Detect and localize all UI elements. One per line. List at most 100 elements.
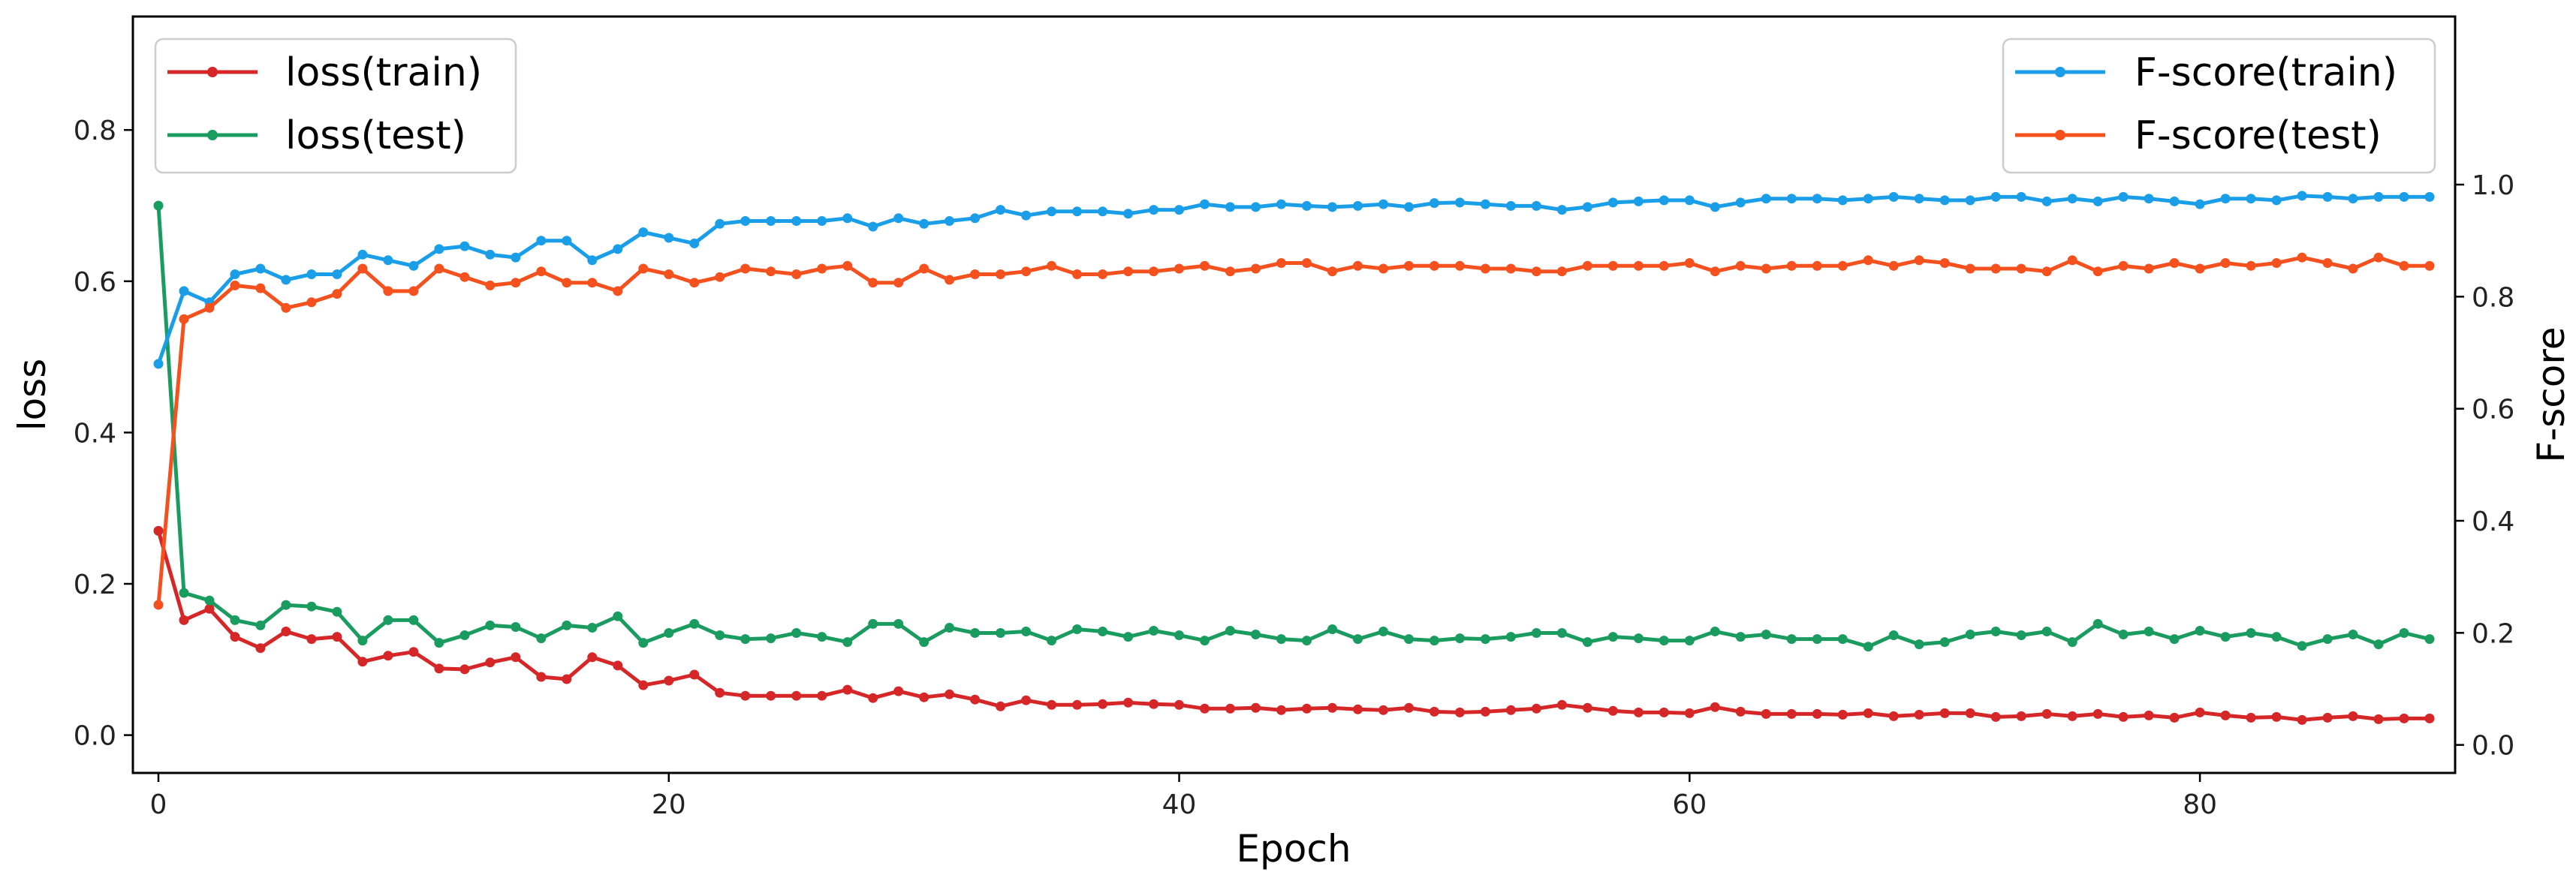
data-point-f-score-test bbox=[2348, 263, 2358, 274]
legend-left: loss(train) loss(test) bbox=[154, 38, 517, 174]
legend-marker-fscore-test bbox=[2055, 130, 2065, 140]
data-point-f-score-test bbox=[1761, 263, 1771, 274]
x-tick-label: 0 bbox=[150, 789, 167, 820]
data-point-f-score-train bbox=[179, 286, 189, 296]
data-point-f-score-test bbox=[1454, 260, 1465, 271]
left-tick-label: 0.2 bbox=[74, 570, 116, 600]
data-point-f-score-train bbox=[153, 359, 164, 369]
data-point-loss-test bbox=[1965, 630, 1975, 639]
data-point-f-score-test bbox=[2246, 260, 2256, 271]
data-point-loss-train bbox=[2348, 711, 2358, 721]
data-point-loss-train bbox=[2041, 708, 2052, 719]
data-point-loss-test bbox=[408, 615, 419, 625]
legend-item-fscore-test: F-score(test) bbox=[2015, 113, 2382, 158]
data-point-f-score-test bbox=[715, 272, 725, 282]
data-point-f-score-train bbox=[383, 255, 393, 266]
data-point-loss-test bbox=[1556, 628, 1567, 638]
data-point-f-score-train bbox=[2271, 195, 2282, 206]
x-tick-label: 80 bbox=[2183, 789, 2217, 820]
data-point-loss-test bbox=[383, 615, 393, 625]
right-tick-label: 0.0 bbox=[2472, 731, 2514, 762]
data-point-loss-train bbox=[357, 657, 368, 667]
data-point-loss-test bbox=[970, 628, 981, 638]
data-point-f-score-train bbox=[970, 213, 981, 224]
data-point-f-score-test bbox=[153, 600, 164, 610]
data-point-loss-test bbox=[1251, 630, 1261, 639]
data-point-loss-test bbox=[2195, 626, 2205, 636]
data-point-f-score-train bbox=[332, 269, 342, 279]
data-point-f-score-test bbox=[1174, 263, 1184, 274]
data-point-loss-train bbox=[1556, 699, 1567, 710]
data-point-f-score-test bbox=[1607, 260, 1618, 271]
data-point-loss-test bbox=[1761, 630, 1771, 639]
data-point-loss-test bbox=[1225, 626, 1235, 636]
data-point-f-score-train bbox=[1123, 209, 1134, 219]
data-point-loss-train bbox=[2118, 711, 2129, 722]
data-point-loss-test bbox=[587, 623, 598, 633]
data-point-loss-train bbox=[1684, 708, 1695, 718]
data-point-f-score-test bbox=[945, 275, 955, 285]
data-point-f-score-train bbox=[408, 260, 419, 271]
data-point-f-score-test bbox=[1123, 266, 1134, 277]
data-point-f-score-train bbox=[1659, 195, 1669, 206]
data-point-f-score-train bbox=[2092, 196, 2103, 206]
data-point-loss-test bbox=[1990, 627, 2001, 636]
data-point-f-score-test bbox=[2220, 258, 2231, 268]
data-point-f-score-test bbox=[255, 283, 266, 293]
legend-right: F-score(train) F-score(test) bbox=[2002, 38, 2436, 174]
data-point-loss-test bbox=[1863, 642, 1873, 652]
data-point-f-score-train bbox=[1556, 205, 1567, 215]
data-point-loss-test bbox=[2092, 618, 2103, 629]
data-point-loss-train bbox=[2169, 712, 2180, 723]
legend-label-loss-train: loss(train) bbox=[285, 50, 482, 95]
data-point-f-score-train bbox=[1914, 194, 1924, 204]
data-point-f-score-train bbox=[1633, 196, 1644, 206]
data-point-f-score-test bbox=[1531, 266, 1541, 277]
data-point-f-score-train bbox=[638, 227, 649, 237]
data-point-f-score-test bbox=[1582, 260, 1592, 271]
y-axis-left-label: loss bbox=[11, 359, 54, 431]
data-point-loss-test bbox=[536, 633, 547, 644]
data-point-loss-test bbox=[1404, 634, 1414, 645]
data-point-f-score-train bbox=[919, 218, 929, 229]
data-point-f-score-train bbox=[1863, 194, 1873, 204]
data-point-loss-test bbox=[740, 634, 751, 645]
data-point-f-score-test bbox=[1480, 263, 1490, 274]
data-point-f-score-test bbox=[1659, 260, 1669, 271]
data-point-f-score-train bbox=[868, 221, 878, 232]
data-point-f-score-train bbox=[255, 263, 266, 274]
data-point-loss-train bbox=[1225, 703, 1235, 714]
data-point-loss-train bbox=[1021, 695, 1032, 705]
data-point-loss-test bbox=[2041, 627, 2052, 636]
data-point-f-score-train bbox=[1454, 197, 1465, 208]
data-point-f-score-test bbox=[613, 286, 623, 296]
x-tick-label: 40 bbox=[1162, 789, 1197, 820]
data-point-loss-test bbox=[1327, 624, 1337, 634]
data-point-loss-train bbox=[1174, 699, 1184, 710]
data-point-loss-test bbox=[1200, 636, 1210, 646]
data-point-f-score-test bbox=[1021, 266, 1032, 277]
data-point-loss-train bbox=[1531, 703, 1541, 714]
data-point-loss-train bbox=[1480, 706, 1490, 717]
data-point-loss-test bbox=[664, 628, 674, 638]
data-point-f-score-test bbox=[179, 314, 189, 324]
data-point-loss-test bbox=[332, 606, 342, 617]
data-point-f-score-train bbox=[1251, 202, 1261, 212]
data-point-loss-train bbox=[2195, 707, 2205, 717]
data-point-loss-test bbox=[996, 628, 1006, 638]
legend-label-fscore-test: F-score(test) bbox=[2135, 113, 2382, 158]
data-point-loss-test bbox=[766, 633, 776, 644]
data-point-f-score-train bbox=[2220, 194, 2231, 204]
data-point-f-score-train bbox=[817, 216, 827, 226]
data-point-f-score-test bbox=[1888, 260, 1899, 271]
data-point-f-score-train bbox=[996, 205, 1006, 215]
data-point-loss-train bbox=[536, 672, 547, 682]
data-point-loss-train bbox=[204, 603, 215, 614]
left-axis-ticks: 0.0 0.2 0.4 0.6 0.8 bbox=[74, 116, 133, 752]
data-point-loss-train bbox=[587, 652, 598, 663]
data-point-f-score-test bbox=[2297, 252, 2307, 263]
data-point-loss-train bbox=[2246, 712, 2256, 723]
data-point-loss-train bbox=[2297, 714, 2307, 725]
data-point-f-score-test bbox=[306, 297, 317, 308]
